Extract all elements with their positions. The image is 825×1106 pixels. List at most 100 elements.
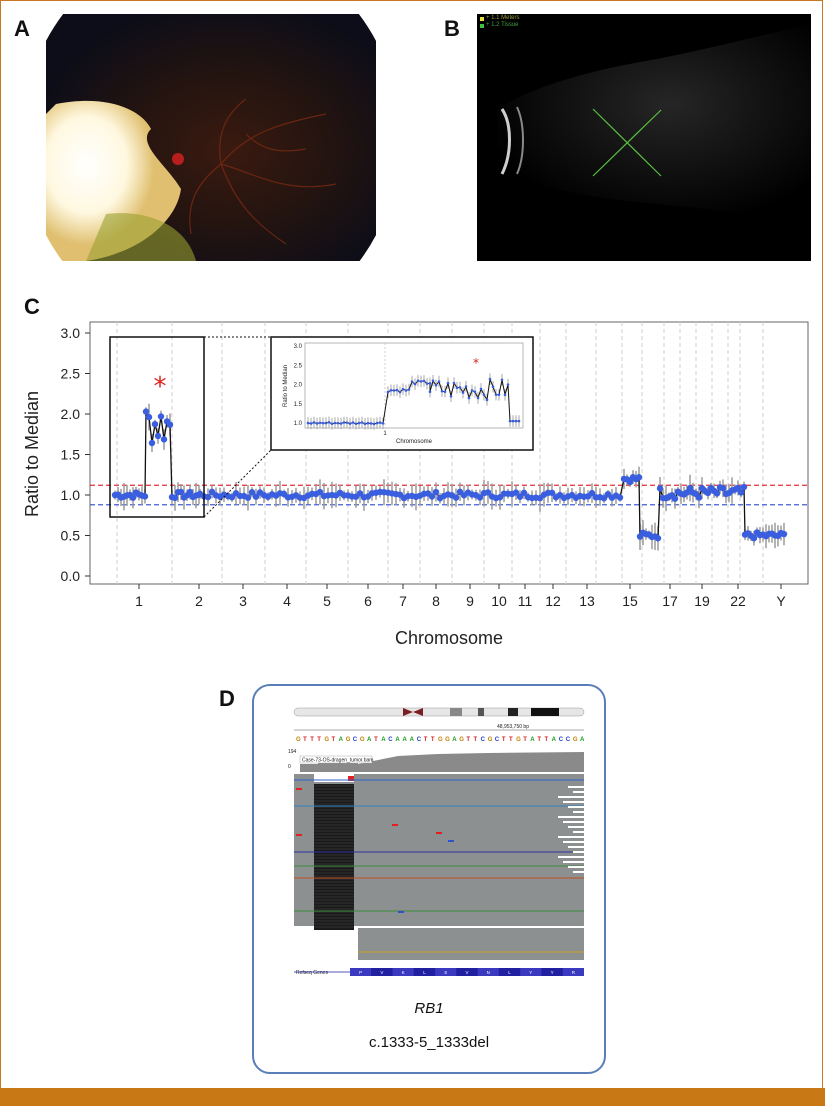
sequence-base: G <box>360 737 365 743</box>
sequence-base: T <box>374 737 378 743</box>
read-mismatch <box>436 832 442 834</box>
y-tick-label: 0.5 <box>61 528 81 544</box>
data-point <box>166 421 174 428</box>
sequence-base: A <box>339 737 344 743</box>
x-tick-label: 13 <box>579 593 595 609</box>
x-tick-label: 4 <box>283 593 291 609</box>
data-point <box>600 495 608 502</box>
amino-acid-cell <box>562 968 584 976</box>
inset-data-point <box>351 421 355 424</box>
cnv-annotation-star: * <box>154 372 167 402</box>
read-mismatch <box>448 840 454 842</box>
inset-data-point <box>363 422 367 426</box>
data-point <box>157 413 165 420</box>
ideogram-band <box>508 708 518 716</box>
deletion-column <box>314 784 354 930</box>
inset-data-point <box>324 421 328 425</box>
data-point <box>356 490 364 497</box>
gene-name: RB1 <box>414 1000 444 1017</box>
inset-data-point <box>425 382 429 385</box>
inset-data-point <box>342 421 346 424</box>
inset-data-point <box>419 380 423 383</box>
sequence-base: A <box>381 737 386 743</box>
inset-data-point <box>473 390 477 394</box>
ultrasound-overlay-1: + 1.1 Meters <box>486 15 520 21</box>
coverage-scale-top: 194 <box>288 749 297 755</box>
data-point <box>154 432 162 440</box>
ocular-ultrasound-image: + 1.1 Meters + 1.2 Tissue <box>477 14 811 261</box>
inset-data-point <box>434 383 438 387</box>
x-tick-label: 15 <box>622 593 638 609</box>
inset-x-tick-label: 1 <box>383 431 387 437</box>
data-point <box>141 493 149 500</box>
amino-acid-cell <box>371 968 393 976</box>
inset-data-point <box>470 389 474 392</box>
amino-acid-label: L <box>508 970 511 975</box>
amino-acid-cell <box>350 968 372 976</box>
data-point <box>654 535 662 542</box>
read-gap <box>573 851 584 853</box>
coverage-track <box>300 752 584 772</box>
data-point <box>719 485 727 492</box>
inset-data-point <box>476 396 480 400</box>
y-tick-label: 3.0 <box>61 325 81 341</box>
ideogram-band <box>450 708 462 716</box>
sequence-base: A <box>410 737 415 743</box>
read-mismatch <box>296 788 302 790</box>
amino-acid-label: P <box>359 970 362 975</box>
read-gap <box>573 871 584 873</box>
inset-data-point <box>410 380 414 383</box>
read-gap <box>568 826 584 828</box>
inset-data-point <box>431 379 435 383</box>
data-point <box>695 494 703 501</box>
data-point <box>635 474 643 481</box>
read-gap <box>563 821 584 823</box>
sequence-base: T <box>317 737 321 743</box>
x-tick-label: Y <box>776 593 786 609</box>
inset-data-point <box>458 386 462 389</box>
inset-data-point <box>318 421 322 425</box>
inset-data-point <box>404 389 408 392</box>
y-tick-label: 1.5 <box>61 447 81 463</box>
data-point <box>516 493 524 500</box>
sequence-base: C <box>388 737 393 743</box>
inset-y-tick-label: 1.0 <box>294 421 303 427</box>
inset-data-point <box>428 390 432 394</box>
inset-data-point <box>354 422 358 426</box>
inset-data-point <box>336 421 340 425</box>
amino-acid-label: N <box>487 970 490 975</box>
amino-acid-cell <box>541 968 563 976</box>
sequence-base: A <box>580 737 585 743</box>
read-gap <box>568 866 584 868</box>
read-gap <box>568 786 584 788</box>
y-tick-label: 2.5 <box>61 366 81 382</box>
data-point <box>616 494 624 501</box>
data-point <box>520 489 528 497</box>
sequence-base: A <box>530 737 535 743</box>
inset-data-point <box>437 380 441 383</box>
y-axis-label: Ratio to Median <box>22 391 42 517</box>
read-gap <box>563 841 584 843</box>
data-point <box>142 408 150 415</box>
reads-lower-right <box>358 928 584 960</box>
inset-data-point <box>479 387 483 391</box>
read-gap <box>563 861 584 863</box>
read-mismatch <box>398 911 404 913</box>
sequence-base: T <box>424 737 428 743</box>
inset-data-point <box>378 421 382 424</box>
sequence-base: A <box>395 737 400 743</box>
variant-name: c.1333-5_1333del <box>368 1034 490 1051</box>
x-tick-label: 17 <box>662 593 678 609</box>
data-point <box>145 413 153 421</box>
inset-data-point <box>506 383 510 386</box>
sequence-base: T <box>474 737 478 743</box>
data-point <box>484 489 492 496</box>
x-tick-label: 1 <box>135 593 143 609</box>
read-gap <box>568 806 584 808</box>
x-tick-label: 3 <box>239 593 247 609</box>
sequence-base: G <box>573 737 578 743</box>
sequence-base: G <box>516 737 521 743</box>
inset-data-point <box>416 379 420 383</box>
sequence-base: C <box>417 737 422 743</box>
data-point <box>737 489 745 496</box>
